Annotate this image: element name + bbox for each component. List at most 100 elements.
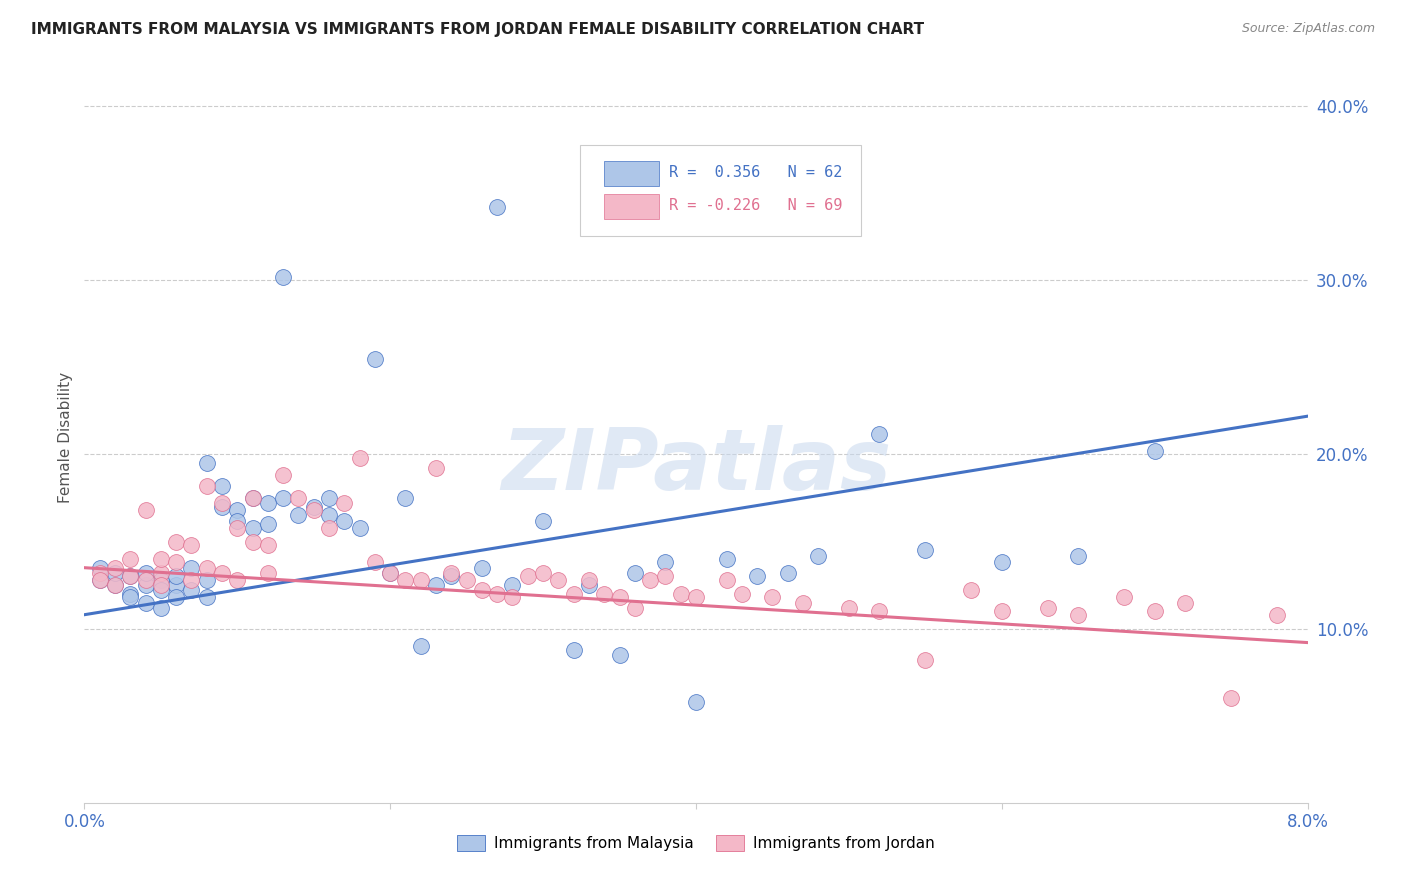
Point: [165, 569, 187, 583]
Point: [149, 573, 172, 587]
Point: [195, 573, 218, 587]
Point: [731, 587, 754, 601]
Point: [562, 587, 585, 601]
Bar: [605, 194, 659, 219]
Point: [165, 591, 187, 605]
Point: [960, 583, 983, 598]
Point: [593, 587, 616, 601]
Point: [685, 591, 707, 605]
Point: [271, 491, 294, 505]
Point: [180, 573, 202, 587]
Point: [425, 578, 447, 592]
Point: [302, 503, 325, 517]
Point: [318, 521, 340, 535]
Legend: Immigrants from Malaysia, Immigrants from Jordan: Immigrants from Malaysia, Immigrants fro…: [451, 830, 941, 857]
Point: [609, 591, 631, 605]
Point: [195, 456, 218, 470]
Point: [669, 587, 692, 601]
Bar: [605, 161, 659, 186]
Point: [211, 566, 233, 580]
Point: [716, 552, 738, 566]
Point: [838, 600, 860, 615]
Point: [287, 508, 309, 523]
Point: [302, 500, 325, 514]
Point: [364, 556, 387, 570]
Point: [409, 639, 432, 653]
Point: [991, 556, 1014, 570]
Point: [104, 566, 127, 580]
Point: [914, 543, 936, 558]
Point: [380, 566, 402, 580]
Point: [1174, 595, 1197, 609]
Point: [211, 500, 233, 514]
Point: [211, 496, 233, 510]
Point: [531, 566, 554, 580]
Point: [440, 566, 463, 580]
Point: [991, 604, 1014, 618]
Point: [135, 503, 157, 517]
Point: [149, 600, 172, 615]
Point: [211, 479, 233, 493]
Point: [135, 573, 157, 587]
Point: [394, 491, 416, 505]
Point: [120, 591, 142, 605]
Point: [135, 566, 157, 580]
Point: [1143, 444, 1166, 458]
Point: [165, 578, 187, 592]
Point: [89, 566, 111, 580]
Point: [89, 573, 111, 587]
Point: [165, 534, 187, 549]
Point: [425, 461, 447, 475]
Text: R = -0.226   N = 69: R = -0.226 N = 69: [669, 198, 842, 212]
Point: [226, 503, 249, 517]
Point: [226, 573, 249, 587]
Point: [869, 604, 891, 618]
Text: R =  0.356   N = 62: R = 0.356 N = 62: [669, 165, 842, 180]
Point: [409, 573, 432, 587]
Point: [531, 514, 554, 528]
Point: [149, 578, 172, 592]
Point: [578, 578, 600, 592]
Point: [1036, 600, 1059, 615]
Point: [180, 583, 202, 598]
Point: [654, 556, 676, 570]
Point: [578, 573, 600, 587]
Point: [135, 578, 157, 592]
Point: [349, 521, 371, 535]
Point: [624, 566, 647, 580]
Point: [242, 491, 264, 505]
Point: [318, 491, 340, 505]
Point: [180, 538, 202, 552]
Point: [149, 566, 172, 580]
Point: [287, 491, 309, 505]
Point: [104, 578, 127, 592]
Point: [195, 479, 218, 493]
Point: [869, 426, 891, 441]
Point: [226, 514, 249, 528]
Point: [471, 560, 494, 574]
Point: [1143, 604, 1166, 618]
Text: Source: ZipAtlas.com: Source: ZipAtlas.com: [1241, 22, 1375, 36]
Point: [516, 569, 538, 583]
Point: [104, 560, 127, 574]
Point: [776, 566, 799, 580]
Point: [89, 560, 111, 574]
Point: [624, 600, 647, 615]
Point: [349, 450, 371, 465]
Point: [792, 595, 814, 609]
Point: [1220, 691, 1243, 706]
Point: [120, 552, 142, 566]
Point: [120, 569, 142, 583]
Point: [257, 538, 280, 552]
Point: [104, 578, 127, 592]
Point: [195, 560, 218, 574]
Point: [364, 351, 387, 366]
Point: [333, 496, 356, 510]
Point: [89, 573, 111, 587]
Point: [547, 573, 569, 587]
Point: [716, 573, 738, 587]
Text: ZIPatlas: ZIPatlas: [501, 425, 891, 508]
Point: [440, 569, 463, 583]
Point: [456, 573, 478, 587]
Point: [747, 569, 769, 583]
